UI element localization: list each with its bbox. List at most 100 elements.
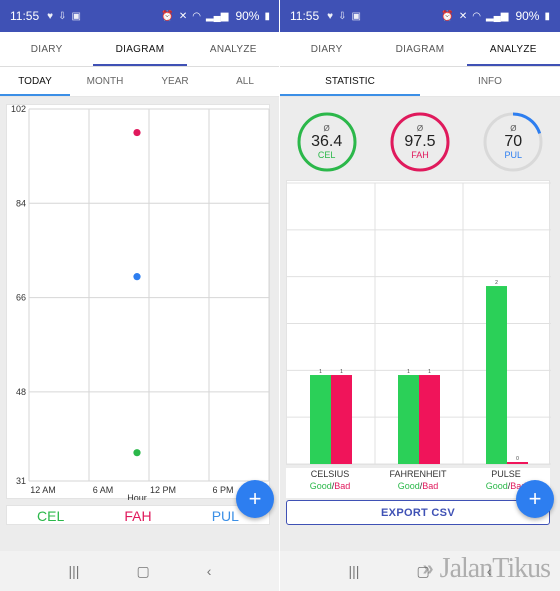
bar-good <box>398 375 419 464</box>
home-icon[interactable]: ▢ <box>136 562 150 579</box>
scatter-chart: 102 84 66 48 31 12 AM 6 AM 12 PM 6 PM Hour <box>11 105 270 500</box>
download-icon: ⇩ <box>338 10 347 22</box>
watermark-text: JalanTikus <box>439 553 551 584</box>
good-label: Good <box>397 481 420 491</box>
gauge-unit: CEL <box>317 150 336 160</box>
tab-analyze[interactable]: ANALYZE <box>466 32 560 66</box>
add-entry-button[interactable]: + <box>516 480 554 518</box>
bar-bad <box>331 375 352 464</box>
bad-label: Bad <box>334 481 351 491</box>
mute-icon: ✕ <box>458 10 468 22</box>
bar-value-label: 0 <box>516 456 519 462</box>
good-label: Good <box>309 481 332 491</box>
export-csv-button[interactable]: EXPORT CSV <box>286 500 550 525</box>
category-celsius: CELSIUS Good/Bad <box>286 468 374 492</box>
analyze-subtabs: STATISTIC INFO <box>280 67 560 97</box>
category-fahrenheit: FAHRENHEIT Good/Bad <box>374 468 462 492</box>
add-entry-button[interactable]: + <box>236 480 274 518</box>
status-time: 11:55 <box>10 9 40 23</box>
bar-value-label: 2 <box>495 280 498 286</box>
bar-chart-card: 1 1 1 1 2 0 <box>286 180 551 465</box>
recents-icon[interactable]: ||| <box>68 563 80 579</box>
bar-good <box>486 286 507 464</box>
gauge-value: 97.5 <box>404 133 436 150</box>
watermark: » JalanTikus <box>422 553 551 585</box>
bad-label: Bad <box>510 481 527 491</box>
tab-statistic[interactable]: STATISTIC <box>280 67 420 96</box>
wifi-icon: ◠ <box>472 10 481 22</box>
good-label: Good <box>485 481 508 491</box>
y-tick-label: 31 <box>16 476 26 486</box>
tab-month[interactable]: MONTH <box>86 76 124 87</box>
tab-analyze[interactable]: ANALYZE <box>209 43 257 55</box>
gauge-arc <box>390 112 450 172</box>
tab-diary[interactable]: DIARY <box>30 43 63 55</box>
gauge-value: 36.4 <box>311 133 343 150</box>
gauge-value: 70 <box>504 133 523 150</box>
bar-value-label: 1 <box>407 369 410 375</box>
back-icon[interactable]: ‹ <box>486 563 492 579</box>
average-gauges: Ø 36.4 CEL Ø 97.5 FAH Ø 70 PUL <box>280 104 560 180</box>
main-tabs: DIARY DIAGRAM ANALYZE <box>0 32 280 66</box>
gauge-arc <box>483 112 543 172</box>
divider <box>0 66 280 67</box>
y-tick-label: 48 <box>16 387 26 397</box>
category-label: PULSE <box>491 469 521 479</box>
category-label: CELSIUS <box>310 469 350 479</box>
y-tick-label: 66 <box>16 293 26 303</box>
bar-value-label: 1 <box>340 369 343 375</box>
status-bar: 11:55 ♥ ⇩ ▣ ⏰ ✕ ◠ ▂▄▆ 90% ▮ <box>280 0 560 32</box>
tab-diagram[interactable]: DIAGRAM <box>395 43 445 55</box>
download-icon: ⇩ <box>58 10 67 22</box>
wifi-icon: ◠ <box>192 10 201 22</box>
average-symbol: Ø <box>416 124 424 133</box>
bar-value-label: 1 <box>428 369 431 375</box>
data-point-pul <box>133 273 141 281</box>
bar-chart: 1 1 1 1 2 0 <box>287 182 551 465</box>
period-tabs: TODAY MONTH YEAR ALL <box>0 67 280 97</box>
battery-icon: ▮ <box>544 10 550 22</box>
data-point-cel <box>133 449 141 457</box>
x-tick-label: 6 AM <box>93 485 114 495</box>
tab-info[interactable]: INFO <box>478 76 502 87</box>
bar-good <box>310 375 331 464</box>
battery-text: 90% <box>235 9 260 23</box>
back-icon[interactable]: ‹ <box>206 563 212 579</box>
alarm-icon: ⏰ <box>441 10 454 22</box>
scatter-chart-card: 102 84 66 48 31 12 AM 6 AM 12 PM 6 PM Hour <box>6 104 270 500</box>
legend-fah: FAH <box>124 508 152 524</box>
category-pulse: PULSE Good/Bad <box>462 468 550 492</box>
status-time: 11:55 <box>290 9 320 23</box>
tab-all[interactable]: ALL <box>236 76 254 87</box>
recents-icon[interactable]: ||| <box>348 563 360 579</box>
image-icon: ▣ <box>71 10 81 22</box>
signal-icon: ▂▄▆ <box>205 10 229 22</box>
alarm-icon: ⏰ <box>161 10 174 22</box>
tab-diagram[interactable]: DIAGRAM <box>93 32 187 66</box>
bar-bad <box>419 375 440 464</box>
chart-legend: CEL FAH PUL <box>6 505 270 525</box>
legend-cel: CEL <box>37 508 65 524</box>
bar-bad <box>507 462 528 464</box>
gauge-unit: PUL <box>504 150 523 160</box>
x-tick-label: 12 AM <box>30 485 56 495</box>
signal-icon: ▂▄▆ <box>485 10 509 22</box>
battery-text: 90% <box>515 9 540 23</box>
home-icon[interactable]: ▢ <box>416 562 430 579</box>
watermark-logo-icon: » <box>422 557 434 580</box>
gauge-pulse: Ø 70 PUL <box>482 111 544 173</box>
system-nav-bar: ||| ▢ ‹ <box>0 551 280 591</box>
main-tabs: DIARY DIAGRAM ANALYZE <box>280 32 560 66</box>
system-nav-bar: ||| ▢ ‹ <box>280 551 560 591</box>
x-tick-label: 6 PM <box>212 485 233 495</box>
tab-year[interactable]: YEAR <box>161 76 189 87</box>
tab-today[interactable]: TODAY <box>0 67 70 96</box>
image-icon: ▣ <box>351 10 361 22</box>
gauge-celsius: Ø 36.4 CEL <box>296 111 358 173</box>
tab-diary[interactable]: DIARY <box>310 43 343 55</box>
gauge-ring <box>390 112 450 172</box>
average-symbol: Ø <box>510 124 517 133</box>
divider <box>280 66 560 67</box>
category-label: FAHRENHEIT <box>389 469 447 479</box>
